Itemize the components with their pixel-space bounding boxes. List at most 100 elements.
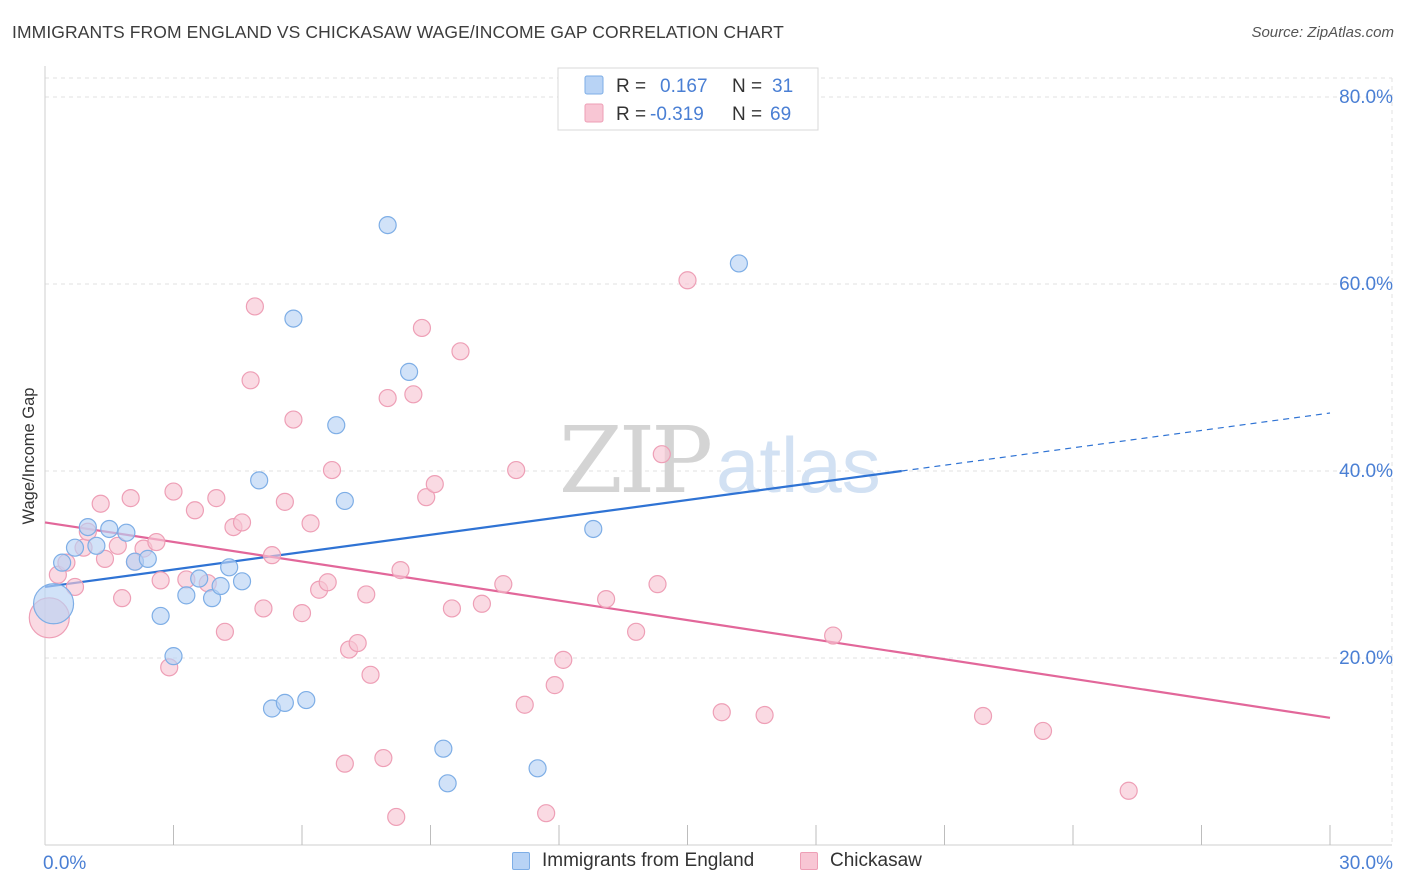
point-chickasaw-58	[626, 622, 646, 641]
legend-item-england: Immigrants from England	[512, 850, 754, 872]
point-chickasaw-6	[91, 494, 110, 513]
watermark: ZIP atlas	[559, 407, 881, 514]
point-chickasaw-43	[391, 561, 410, 580]
point-chickasaw-56	[554, 650, 573, 669]
point-chickasaw-46	[417, 488, 436, 507]
point-england-20	[284, 309, 303, 328]
point-england-5	[100, 519, 119, 539]
point-england-23	[335, 491, 354, 511]
point-chickasaw-3	[65, 577, 85, 597]
point-chickasaw-33	[318, 573, 337, 592]
legend-item-chickasaw: Chickasaw	[800, 850, 922, 872]
legend-n-label-england: N =	[732, 76, 762, 97]
legend-label-chickasaw: Chickasaw	[830, 850, 922, 871]
point-chickasaw-14	[151, 571, 170, 590]
data-points	[28, 215, 1138, 827]
legend-r-label-chickasaw: R =	[616, 104, 646, 125]
point-england-12	[190, 569, 209, 588]
point-chickasaw-61	[678, 271, 697, 290]
series-legend: Immigrants from England Chickasaw	[0, 850, 1406, 880]
point-chickasaw-29	[284, 410, 303, 429]
point-chickasaw-55	[545, 676, 564, 695]
point-chickasaw-13	[147, 532, 166, 552]
trend-line-england	[44, 469, 902, 589]
point-england-17	[250, 471, 269, 490]
point-chickasaw-31	[301, 514, 320, 533]
point-england-2	[65, 538, 85, 557]
point-england-1	[53, 553, 72, 572]
point-chickasaw-16	[164, 482, 183, 501]
point-england-0	[32, 583, 75, 625]
point-chickasaw-45	[412, 318, 432, 338]
point-england-3	[78, 517, 97, 537]
point-chickasaw-49	[451, 342, 470, 361]
source-label: Source: ZipAtlas.com	[1251, 24, 1394, 41]
correlation-legend: R = 0.167 N = 31 R = -0.319 N = 69	[557, 67, 819, 131]
point-england-28	[528, 759, 547, 778]
y-axis-tick-labels: 20.0% 40.0% 60.0% 80.0%	[1339, 87, 1393, 669]
point-chickasaw-65	[973, 706, 993, 726]
point-england-25	[399, 362, 419, 381]
y-tick-label-0: 20.0%	[1339, 648, 1393, 669]
point-chickasaw-44	[404, 385, 423, 404]
point-chickasaw-47	[425, 474, 444, 494]
point-chickasaw-18	[185, 501, 205, 520]
legend-r-value-chickasaw: -0.319	[650, 104, 704, 125]
x-tick-label-1: 30.0%	[1339, 853, 1393, 874]
point-chickasaw-50	[472, 594, 491, 613]
legend-swatch-chickasaw-bottom	[800, 852, 818, 870]
legend-r-value-england: 0.167	[660, 76, 708, 97]
point-chickasaw-10	[121, 489, 140, 508]
point-chickasaw-20	[207, 489, 226, 508]
y-tick-label-3: 80.0%	[1339, 87, 1393, 108]
point-chickasaw-63	[755, 705, 774, 725]
point-chickasaw-24	[241, 371, 260, 390]
point-chickasaw-38	[357, 585, 376, 604]
point-england-24	[378, 215, 397, 235]
point-chickasaw-42	[387, 807, 406, 827]
legend-n-label-chickasaw: N =	[732, 104, 762, 125]
legend-swatch-england-bottom	[512, 852, 530, 870]
point-chickasaw-57	[597, 589, 616, 609]
point-chickasaw-27	[262, 546, 282, 565]
point-chickasaw-39	[361, 665, 380, 684]
point-chickasaw-34	[322, 460, 342, 480]
point-chickasaw-62	[712, 703, 731, 722]
point-england-4	[87, 536, 106, 555]
point-chickasaw-48	[442, 599, 462, 618]
point-chickasaw-35	[335, 754, 354, 773]
trend-line-chickasaw	[44, 521, 1331, 719]
trend-lines	[44, 412, 1331, 719]
point-chickasaw-8	[108, 536, 127, 555]
point-england-29	[584, 519, 603, 539]
y-tick-label-1: 40.0%	[1339, 461, 1393, 482]
point-england-10	[164, 647, 183, 666]
point-chickasaw-23	[232, 513, 252, 532]
y-tick-label-2: 60.0%	[1339, 274, 1393, 295]
legend-n-value-chickasaw: 69	[770, 104, 791, 125]
point-england-22	[327, 416, 346, 435]
legend-swatch-england	[584, 75, 604, 95]
point-chickasaw-51	[494, 575, 513, 594]
point-chickasaw-40	[374, 748, 393, 768]
point-chickasaw-41	[378, 388, 397, 408]
point-england-6	[117, 523, 136, 542]
point-chickasaw-7	[95, 549, 115, 568]
point-england-9	[151, 606, 170, 626]
point-chickasaw-64	[824, 626, 843, 645]
legend-label-england: Immigrants from England	[542, 850, 755, 871]
point-england-27	[438, 774, 457, 793]
point-chickasaw-21	[215, 622, 234, 641]
point-england-11	[177, 586, 196, 605]
point-england-16	[232, 572, 252, 591]
point-chickasaw-30	[292, 604, 312, 623]
x-axis-tick-labels: 0.0% 30.0%	[43, 853, 1393, 874]
point-chickasaw-60	[652, 445, 671, 464]
point-chickasaw-66	[1033, 721, 1053, 741]
point-england-21	[297, 690, 316, 710]
point-chickasaw-53	[515, 695, 534, 714]
point-england-26	[434, 739, 453, 758]
point-england-8	[138, 549, 157, 568]
point-england-19	[275, 693, 294, 712]
